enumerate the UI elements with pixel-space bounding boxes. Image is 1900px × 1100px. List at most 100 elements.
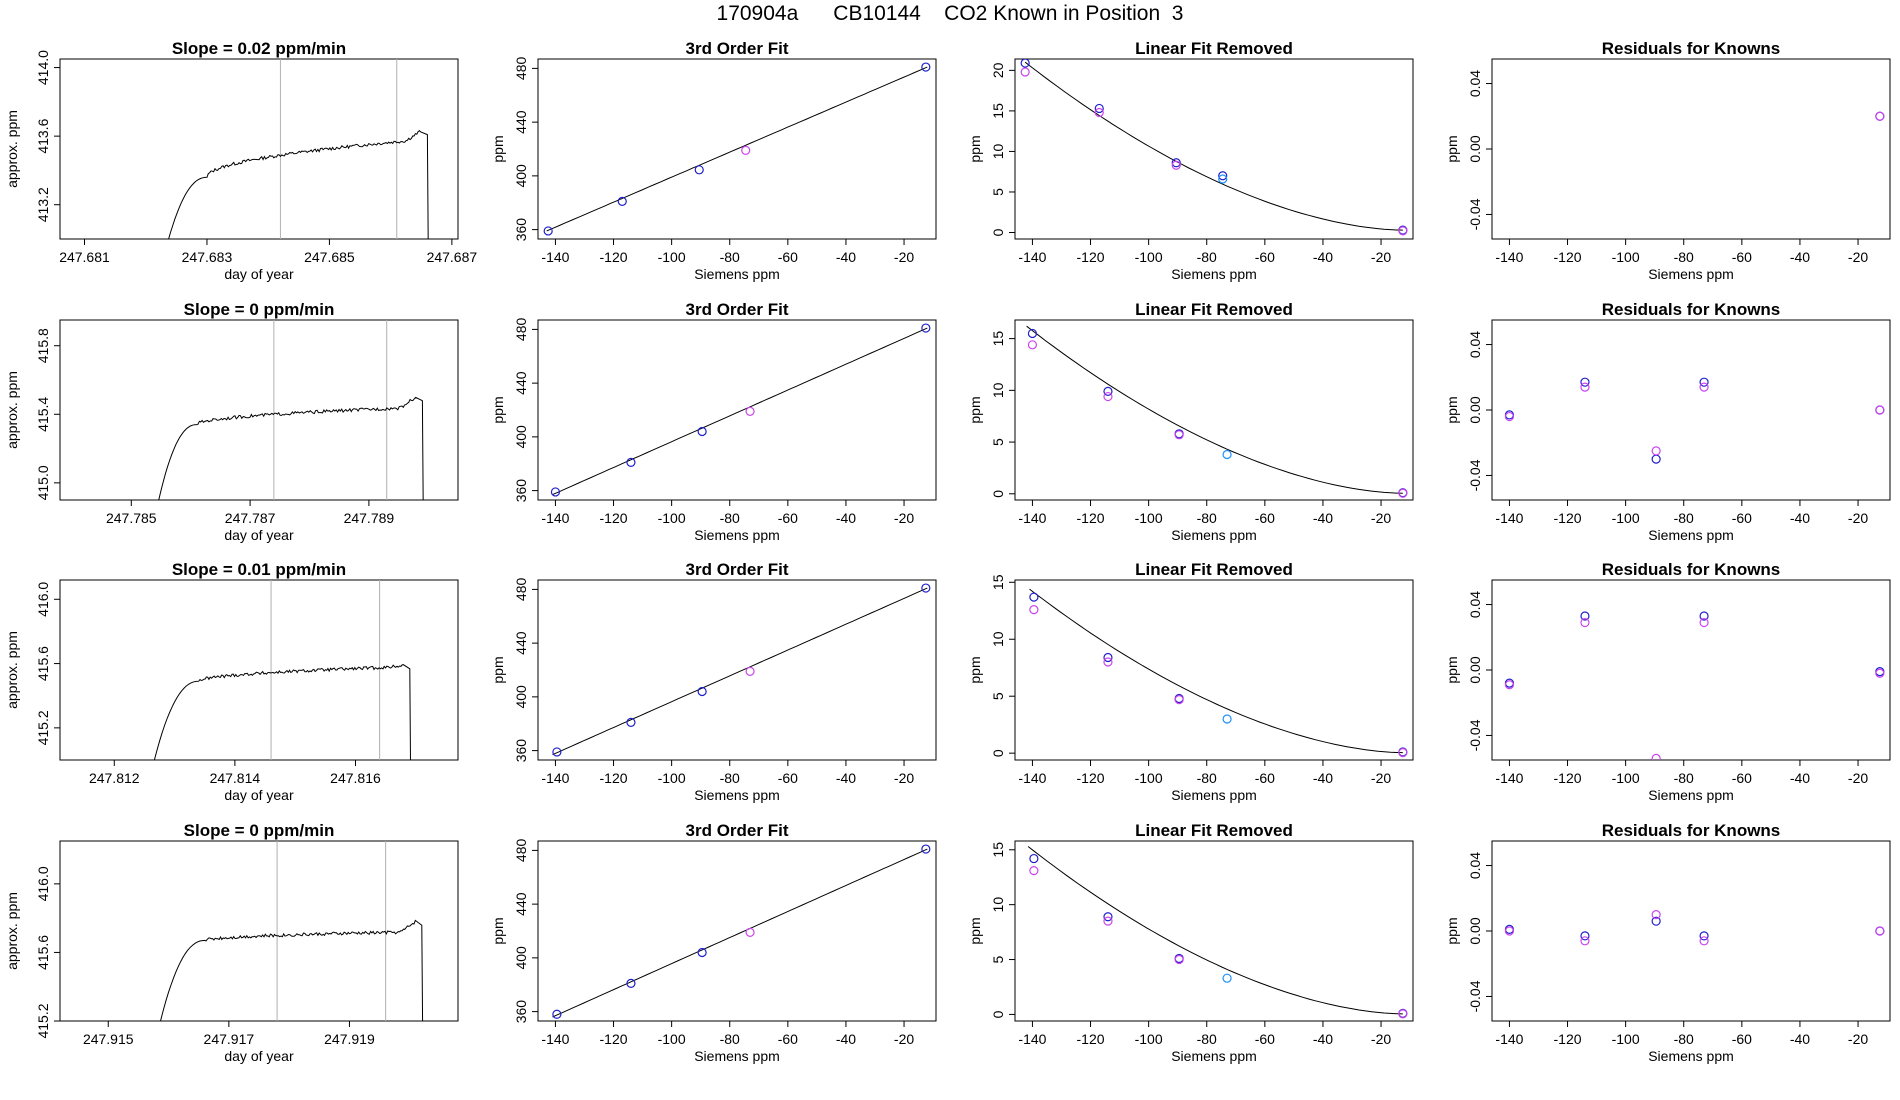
plot-frame [1014,579,1414,761]
chart-title: 3rd Order Fit [686,560,789,579]
x-tick-label: -60 [1732,510,1752,526]
x-tick-label: -20 [1371,770,1391,786]
chart-panel-4-3: Linear Fit Removed-140 -120 -100 -80 -60 -40-… [967,821,1414,1064]
x-tick-label: -20 [1848,510,1868,526]
chart-title: Linear Fit Removed [1135,39,1293,58]
x-tick-label: -40 [836,1031,856,1047]
y-tick-label: 360 [513,479,529,503]
x-tick-label: -60 [778,1031,798,1047]
x-axis-label: Siemens ppm [1648,266,1734,282]
chart-panel-3-3: Linear Fit Removed-140 -120 -100 -80 -60 -40-… [967,560,1414,803]
x-tick-label: -60 [1255,770,1275,786]
y-tick-label: 400 [513,425,529,449]
y-tick-label: 360 [513,1000,529,1024]
fit-curve [1024,61,1403,231]
y-axis: 415.2 415.6 416.0 [35,582,60,745]
x-tick-label: -100 [658,770,686,786]
data-trace [168,130,429,239]
fit-curve [1029,588,1403,754]
y-tick-label: 415.8 [35,328,51,363]
data-point [1580,611,1590,621]
x-tick-label: -40 [1790,249,1810,265]
y-tick-label: 415.2 [35,1003,51,1038]
x-tick-label: -100 [658,510,686,526]
y-tick-label: 15 [990,842,1006,858]
plot-frame [1491,840,1891,1022]
x-tick-label: -40 [1313,1031,1333,1047]
data-point [1651,446,1661,456]
chart-panel-3-2: 3rd Order Fit -140 -120 -100 -80 -60 -40 -20 Sie… [490,560,937,803]
x-tick-label: -20 [894,249,914,265]
y-tick-label: 440 [513,892,529,916]
x-tick-label: 247.917 [204,1031,255,1047]
chart-panel-4-1: Slope = 0 ppm/min 247.915 247.917 247.919 da… [4,821,459,1064]
plot-frame [1491,58,1891,240]
y-tick-label: 5 [990,188,1006,196]
x-tick-label: -100 [1612,249,1640,265]
x-tick-label: -120 [1077,770,1105,786]
x-tick-label: 247.687 [427,249,478,265]
y-tick-label: 480 [513,318,529,342]
y-axis: 0 5 10 15 [990,331,1015,498]
data-point [1103,916,1113,926]
x-tick-label: 247.812 [89,770,140,786]
chart-title: 3rd Order Fit [686,821,789,840]
x-axis: -140 -120 -100 -80 -60 -40 -20 [1018,239,1391,265]
plot-frame [59,319,459,501]
data-point [617,196,627,206]
data-point [1222,449,1232,460]
chart-panel-1-2: 3rd Order Fit -140 -120 -100 -80 -60 -40 -20 Sie… [490,39,937,282]
chart-title: Slope = 0 ppm/min [184,300,335,319]
fit-curve [546,66,928,232]
y-tick-label: 360 [513,218,529,242]
x-tick-label: -140 [1018,249,1046,265]
x-tick-label: -120 [1077,510,1105,526]
x-tick-label: -140 [1018,770,1046,786]
y-tick-label: 20 [990,62,1006,78]
x-tick-label: -20 [1371,510,1391,526]
chart-panel-4-2: 3rd Order Fit -140 -120 -100 -80 -60 -40 -20 Sie… [490,821,937,1064]
data-point [1580,617,1590,628]
y-tick-label: 0.00 [1467,656,1483,683]
x-axis: -140 -120 -100 -80 -60 -40 -20 [1495,239,1868,265]
y-tick-label: 0.04 [1467,70,1483,97]
x-tick-label: -40 [836,510,856,526]
x-tick-label: -40 [1313,510,1333,526]
plot-area [552,583,931,757]
y-axis-label: ppm [1444,135,1460,162]
x-tick-label: -80 [720,770,740,786]
x-tick-label: -80 [1197,770,1217,786]
x-tick-label: -60 [778,249,798,265]
x-axis: -140 -120 -100 -80 -60 -40 -20 [1495,500,1868,526]
data-point [1651,916,1661,926]
plot-area [1504,910,1885,946]
data-point [921,323,931,333]
plot-area [160,841,424,1021]
x-tick-label: -60 [1732,249,1752,265]
x-tick-label: -120 [600,1031,628,1047]
data-point [1398,226,1408,236]
data-point [1398,1009,1408,1019]
chart-title: Linear Fit Removed [1135,560,1293,579]
x-tick-label: -120 [1554,770,1582,786]
x-axis-label: Siemens ppm [1648,1048,1734,1064]
data-point [1651,454,1661,464]
x-tick-label: -80 [720,249,740,265]
x-tick-label: 247.814 [210,770,261,786]
plot-frame [1014,58,1414,240]
y-axis: -0.04 0.00 0.04 [1467,852,1492,1012]
x-axis: 247.915 247.917 247.919 [83,1021,375,1047]
x-tick-label: -80 [720,1031,740,1047]
y-tick-label: -0.04 [1467,198,1483,230]
x-tick-label: -140 [1495,510,1523,526]
x-tick-label: 247.915 [83,1031,134,1047]
x-tick-label: -60 [1255,1031,1275,1047]
data-point [1029,592,1039,602]
data-point [543,226,553,236]
plot-area [1027,846,1408,1019]
x-axis-label: Siemens ppm [694,787,780,803]
data-point [1222,973,1232,983]
y-axis: 0 5 10 15 20 [990,62,1015,236]
plot-frame [537,319,937,501]
chart-title: Residuals for Knowns [1602,39,1781,58]
